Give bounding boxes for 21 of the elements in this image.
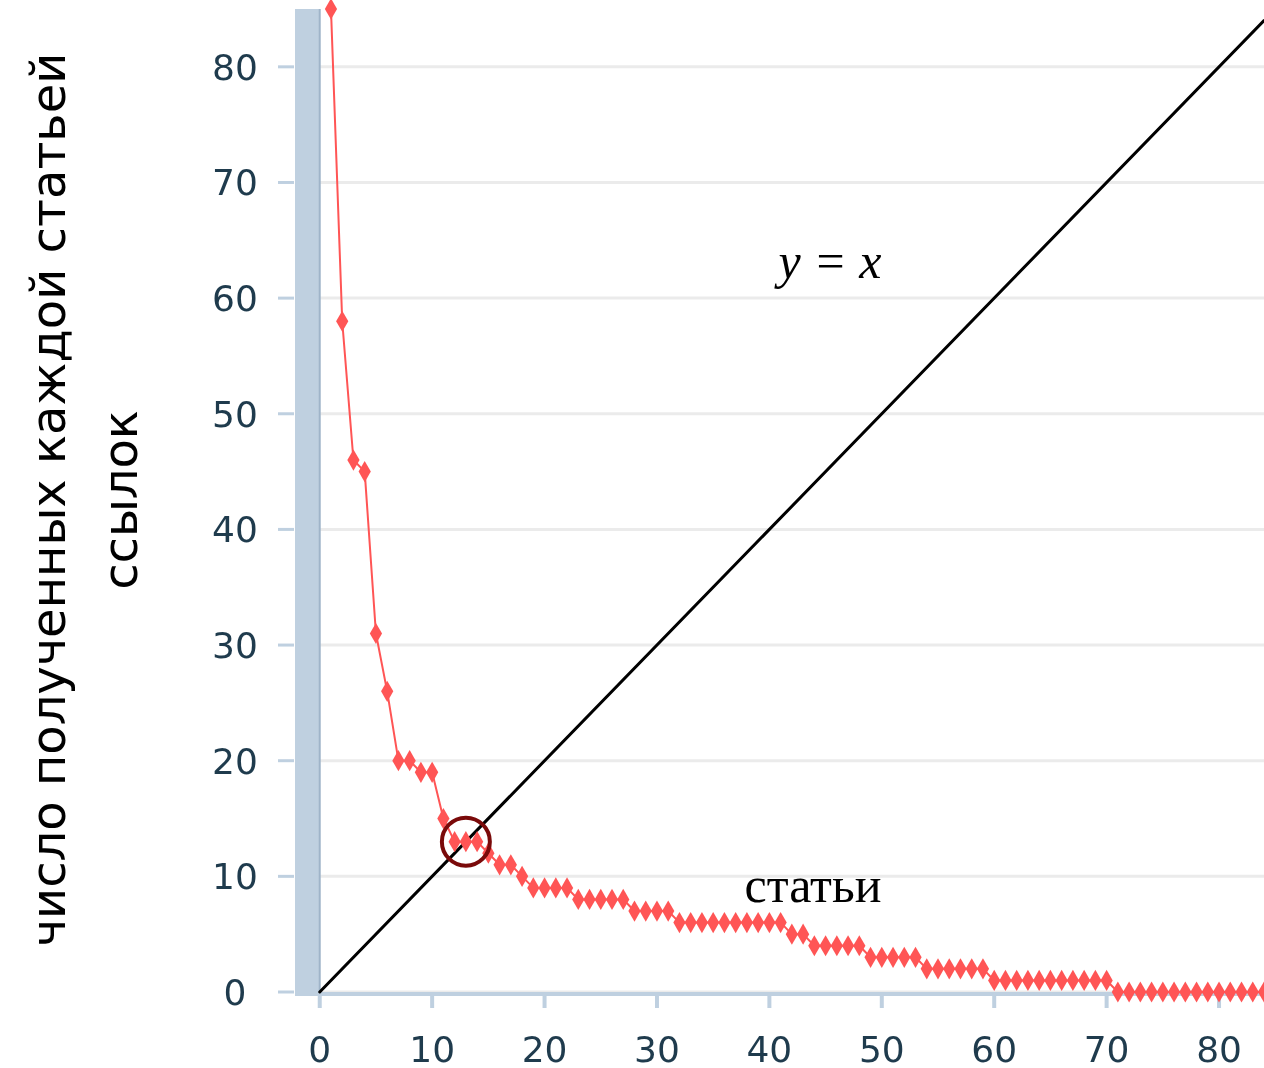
y-axis-title: число полученных каждой статьей ссылок — [20, 52, 148, 948]
annotation: статьи — [744, 857, 882, 913]
y-tick-label: 30 — [212, 625, 258, 667]
x-tick-label: 20 — [521, 1029, 568, 1068]
x-tick-label: 30 — [634, 1029, 680, 1068]
x-tick-label: 70 — [1083, 1029, 1130, 1068]
y-tick-label: 50 — [212, 393, 258, 435]
annotation: y = x — [773, 233, 882, 289]
x-tick-label: 40 — [746, 1029, 793, 1068]
y-tick-label: 70 — [212, 162, 258, 204]
x-tick-label: 0 — [308, 1029, 332, 1068]
x-tick-label: 80 — [1196, 1029, 1242, 1068]
x-tick-label: 10 — [409, 1029, 456, 1068]
y-tick-label: 10 — [212, 856, 258, 898]
y-tick-label: 40 — [212, 509, 258, 551]
x-tick-label: 50 — [858, 1029, 905, 1068]
y-tick-label: 20 — [212, 740, 258, 782]
y-tick-label: 60 — [212, 278, 258, 320]
y-tick-label: 0 — [223, 972, 247, 1013]
x-tick-label: 60 — [971, 1029, 1018, 1068]
y-tick-label: 80 — [212, 46, 258, 88]
